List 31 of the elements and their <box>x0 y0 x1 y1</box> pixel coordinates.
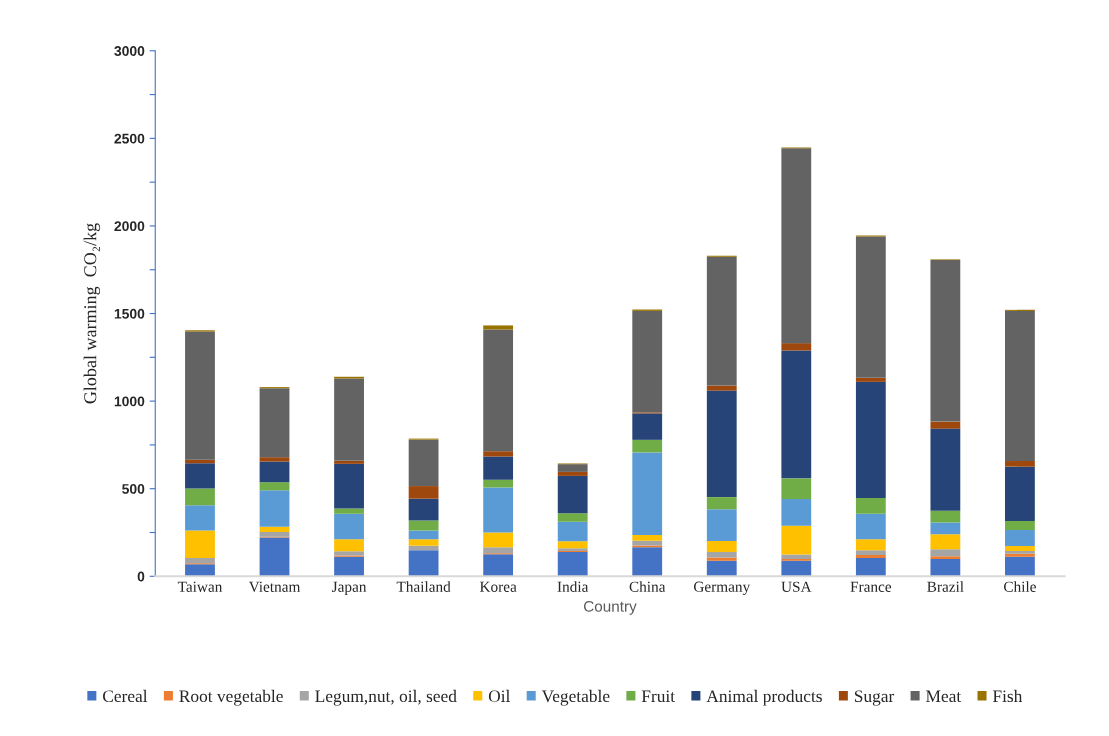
legend-label: Oil <box>488 689 511 703</box>
legend-label: Sugar <box>854 690 895 706</box>
x-tick-label: USA <box>781 581 812 592</box>
x-tick-label: Vietnam <box>248 581 301 592</box>
y-tick-label: 1500 <box>114 308 145 319</box>
legend-label: Meat <box>926 690 962 703</box>
y-tick-label: 2500 <box>114 133 145 144</box>
x-tick-label: Japan <box>331 581 367 595</box>
legend-label: Root vegetable <box>179 689 283 706</box>
x-tick-label: Germany <box>693 581 751 595</box>
x-tick-label: Korea <box>479 581 517 592</box>
legend-label: Cereal <box>102 689 148 703</box>
y-tick-label: 2000 <box>114 221 145 232</box>
x-axis-title: Country <box>583 600 637 615</box>
y-axis-title: Global warming CO₂/kg <box>83 223 101 404</box>
legend-label: Legum,nut, oil, seed <box>315 689 457 706</box>
y-tick-label: 500 <box>122 484 145 494</box>
y-tick-label: 3000 <box>114 46 145 56</box>
x-tick-label: India <box>557 581 589 592</box>
y-tick-label: 0 <box>137 571 145 582</box>
x-tick-label: China <box>629 581 666 592</box>
x-tick-label: Taiwan <box>177 581 223 592</box>
x-tick-label: Chile <box>1003 581 1036 592</box>
legend-label: Animal products <box>706 689 822 706</box>
legend-label: Vegetable <box>541 689 610 706</box>
x-tick-label: Thailand <box>396 581 451 592</box>
x-tick-label: Brazil <box>927 581 964 592</box>
legend-label: Fruit <box>641 690 675 703</box>
x-tick-label: France <box>850 581 892 592</box>
legend-label: Fish <box>992 689 1023 703</box>
y-tick-label: 1000 <box>114 396 145 407</box>
